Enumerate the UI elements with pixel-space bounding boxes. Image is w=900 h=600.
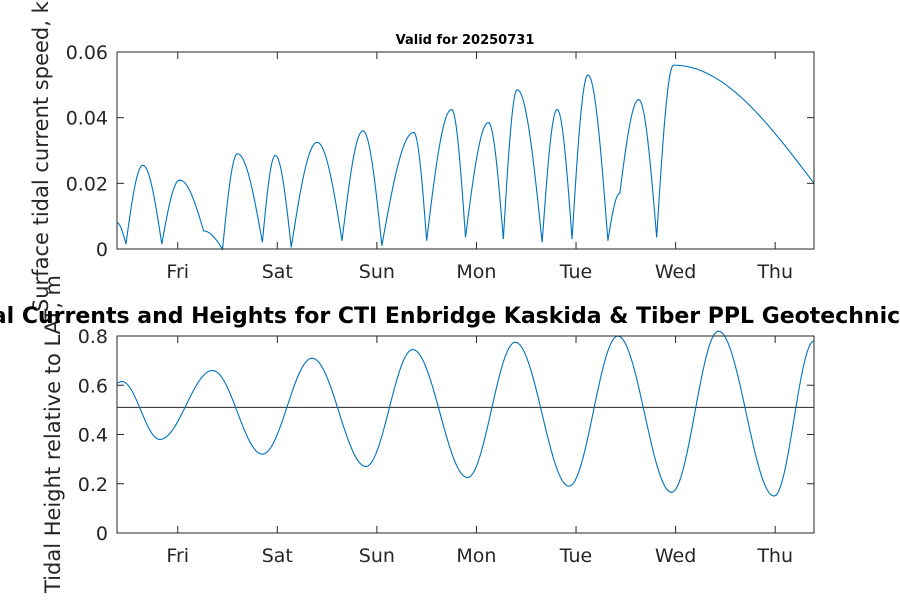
tidal-height-axes-box [116,335,815,534]
current-speed-xtick-label: Fri [166,261,189,283]
tidal-height-panel: 0 0.2 0.4 0.6 0.8 Fri Sat Sun Mon Tue Wed Thu Tidal… [0,275,900,594]
current-speed-xtick-label: Sun [359,261,395,283]
tidal-height-plot-area [117,336,814,533]
current-speed-ytick-label: 0.02 [66,173,108,195]
tidal-height-ytick-label: 0.6 [78,375,108,397]
current-speed-xtick-label: Thu [756,261,793,283]
current-speed-xtick-label: Mon [456,261,496,283]
tidal-height-ytick-label: 0.4 [78,425,108,447]
tidal-height-xtick-label: Wed [655,545,696,567]
current-speed-plot-area [117,52,814,249]
tidal-height-ytick-label: 0 [96,523,108,545]
tidal-height-ytick-label: 0.2 [78,474,108,496]
tidal-height-xtick-label: Mon [456,545,496,567]
current-speed-ylabel: Surface tidal current speed, kn [29,0,53,312]
current-speed-title: Valid for 20250731 [396,33,535,48]
tidal-height-xtick-label: Fri [166,545,189,567]
current-speed-series-line [116,64,815,251]
current-speed-ticks: 0 0.02 0.04 0.06 Fri Sat Sun Mon Tue Wed Thu [66,42,814,283]
tidal-height-xtick-label: Sun [359,545,395,567]
tidal-height-ytick-label: 0.8 [78,326,108,348]
current-speed-ytick-label: 0.04 [66,108,108,130]
tidal-height-series-line [116,330,815,497]
figure-main-title: Tidal Currents and Heights for CTI Enbri… [0,304,900,329]
current-speed-axes-box [116,51,815,250]
tidal-height-xtick-label: Thu [756,545,793,567]
tidal-height-ticks: 0 0.2 0.4 0.6 0.8 Fri Sat Sun Mon Tue Wed Thu [78,326,814,567]
current-speed-xtick-label: Tue [559,261,592,283]
current-speed-ytick-label: 0 [96,239,108,261]
current-speed-panel: 0 0.02 0.04 0.06 Fri Sat Sun Mon Tue Wed Thu Valid… [29,0,815,312]
current-speed-ytick-label: 0.06 [66,42,108,64]
tidal-height-ylabel: Tidal Height relative to LAT, m [41,275,65,594]
tidal-height-xtick-label: Sat [262,545,293,567]
current-speed-xtick-label: Sat [262,261,293,283]
current-speed-xtick-label: Wed [655,261,696,283]
tidal-height-xtick-label: Tue [559,545,592,567]
